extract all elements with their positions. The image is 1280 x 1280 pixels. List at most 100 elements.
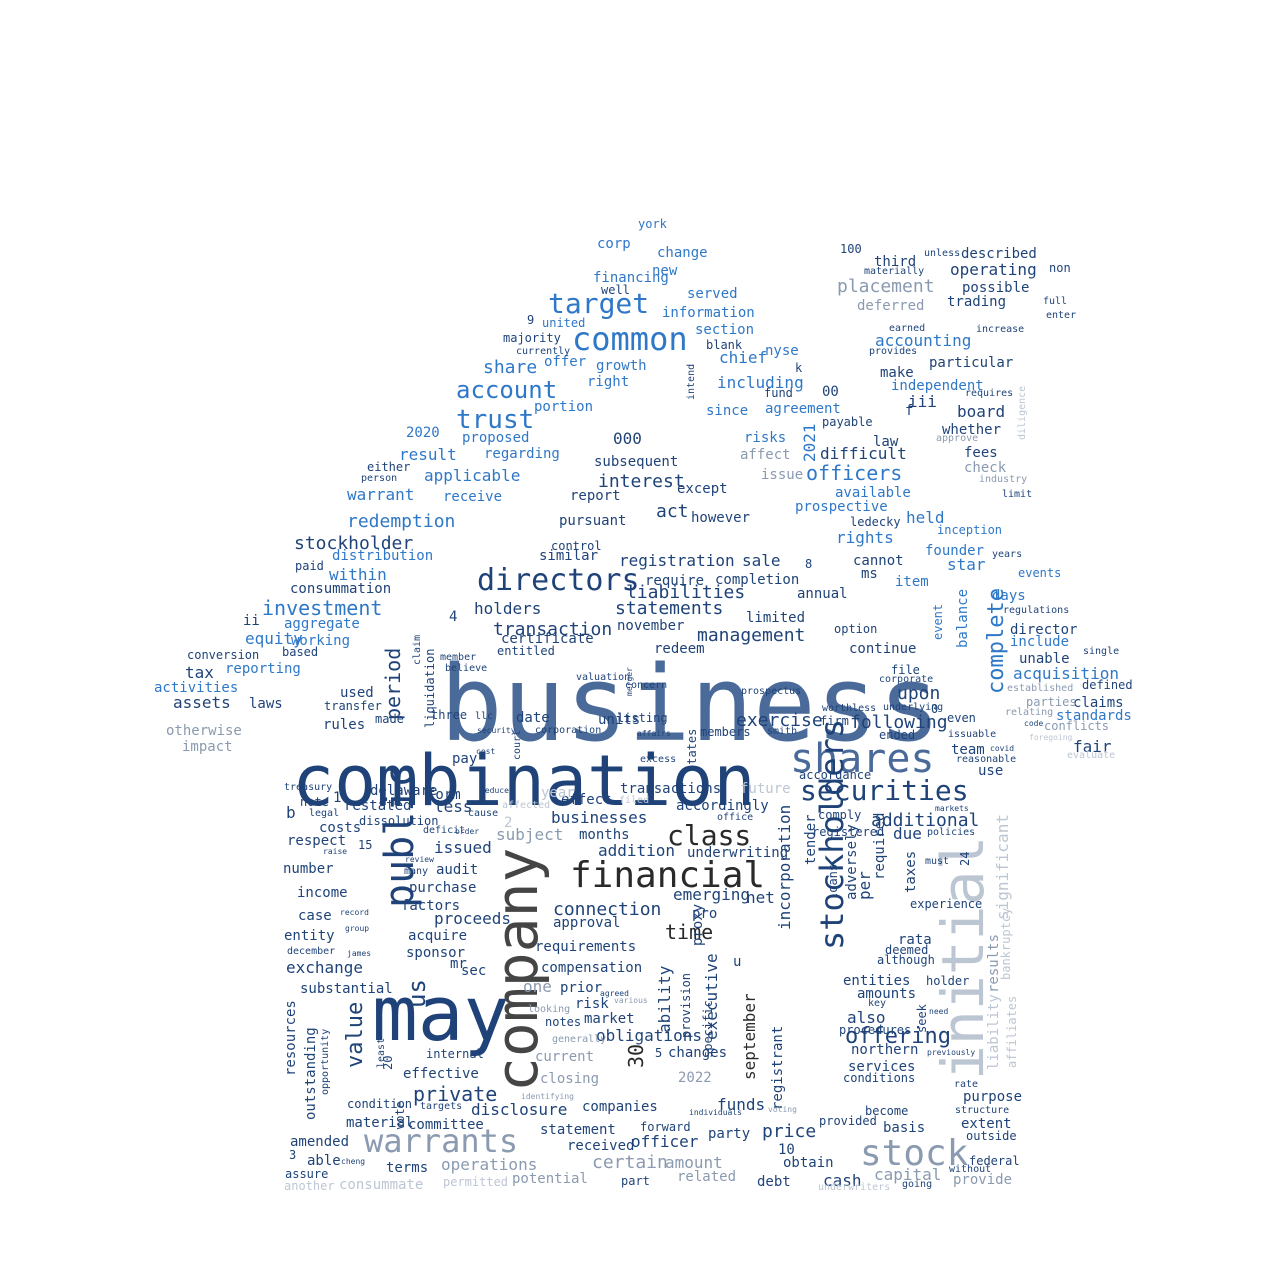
cloud-word: difficult [820, 444, 907, 463]
cloud-word: believe [445, 663, 487, 674]
cloud-word: capital [874, 1165, 941, 1184]
cloud-word: activities [154, 680, 238, 696]
cloud-word: addition [598, 841, 675, 860]
cloud-word: loans [826, 864, 840, 900]
cloud-word: redeem [654, 641, 705, 657]
cloud-word: less [434, 797, 473, 816]
cloud-word: holders [474, 599, 541, 618]
cloud-word: services [848, 1059, 915, 1075]
cloud-word: amended [290, 1134, 349, 1150]
cloud-word: iii [908, 392, 937, 411]
cloud-word: worthless [822, 703, 876, 714]
cloud-word: issue [761, 467, 803, 483]
cloud-word: future [740, 781, 791, 797]
cloud-word: bankruptcy [999, 908, 1013, 980]
cloud-word: b [286, 803, 296, 822]
cloud-word: company [483, 848, 551, 1092]
cloud-word: working [291, 633, 350, 649]
cloud-word: deferred [857, 298, 924, 314]
cloud-word: diligence [1017, 386, 1028, 440]
cloud-word: placement [837, 276, 935, 297]
cloud-word: terms [386, 1160, 428, 1176]
cloud-word: transactions [620, 781, 721, 797]
cloud-word: approve [936, 433, 978, 444]
cloud-word: private [413, 1082, 497, 1106]
cloud-word: offer [544, 354, 586, 370]
cloud-word: based [282, 645, 318, 659]
cloud-word: 2021 [800, 423, 819, 462]
cloud-word: become [865, 1104, 908, 1118]
cloud-word: certain [592, 1152, 668, 1173]
cloud-word: emerging [673, 885, 750, 904]
cloud-word: 30 [624, 1044, 648, 1068]
cloud-word: officers [806, 461, 902, 485]
cloud-word: material [346, 1115, 413, 1131]
cloud-word: amounts [857, 986, 916, 1002]
cloud-word: agreed [600, 989, 629, 998]
cloud-word: exercise [736, 710, 823, 731]
cloud-word: covid [990, 744, 1014, 753]
cloud-word: trust [456, 405, 534, 435]
cloud-word: companies [582, 1099, 658, 1115]
cloud-word: merger [625, 667, 634, 696]
cloud-word: director [1010, 622, 1077, 638]
cloud-word: act [656, 501, 689, 522]
cloud-word: 4 [449, 609, 457, 625]
cloud-word: liquidation [423, 649, 437, 728]
cloud-word: time [665, 920, 713, 944]
cloud-word: targets [420, 1101, 462, 1112]
cloud-word: fair [1073, 737, 1112, 756]
cloud-word: agreement [765, 401, 841, 417]
cloud-word: public [377, 764, 423, 909]
cloud-word: 000 [613, 429, 642, 448]
cloud-word: number [283, 861, 334, 877]
cloud-word: new [652, 263, 678, 279]
cloud-word: reduce [480, 786, 509, 795]
cloud-word: majority [503, 331, 561, 345]
cloud-word: even [947, 711, 976, 725]
cloud-word: note [300, 795, 329, 809]
cloud-word: assure [285, 1167, 328, 1181]
cloud-word: earned [889, 323, 925, 334]
cloud-word: sec [461, 963, 486, 979]
cloud-word: team [951, 742, 985, 758]
cloud-word: effect [561, 792, 612, 808]
cloud-word: balance [955, 589, 971, 648]
cloud-word: corporation [535, 725, 601, 736]
cloud-word: stockholder [294, 533, 413, 554]
cloud-word: federal [969, 1154, 1020, 1168]
cloud-word: mr [450, 956, 467, 972]
cloud-word: connection [553, 899, 661, 920]
cloud-word: acquire [408, 928, 467, 944]
cloud-word: claim [412, 635, 423, 665]
cloud-word: well [601, 283, 630, 297]
cloud-word: required [872, 813, 888, 880]
cloud-word: unable [1019, 651, 1070, 667]
cloud-word: otherwise [166, 723, 242, 739]
cloud-word: used [340, 685, 374, 701]
cloud-word: evaluate [1067, 750, 1115, 761]
cloud-word: related [677, 1169, 736, 1185]
cloud-word: closing [540, 1071, 599, 1087]
cloud-word: certificate [501, 631, 594, 647]
cloud-word: james [347, 949, 371, 958]
cloud-word: looking [528, 1004, 570, 1015]
cloud-word: report [570, 488, 621, 504]
cloud-word: funds [717, 1095, 765, 1114]
cloud-word: date [516, 710, 550, 726]
cloud-word: group [345, 924, 369, 933]
cloud-word: purchase [409, 880, 476, 896]
cloud-word: excess [640, 754, 676, 765]
cloud-word: affected [502, 800, 550, 811]
cloud-word: account [456, 376, 557, 404]
cloud-word: standards [1056, 708, 1132, 724]
cloud-word: net [746, 888, 775, 907]
cloud-word: conversion [187, 648, 259, 662]
cloud-word: served [687, 286, 738, 302]
cloud-word: 3 [289, 1148, 296, 1162]
cloud-word: potential [512, 1171, 588, 1187]
cloud-word: chief [719, 348, 767, 367]
cloud-word: whether [942, 422, 1001, 438]
cloud-word: northern [851, 1042, 918, 1058]
